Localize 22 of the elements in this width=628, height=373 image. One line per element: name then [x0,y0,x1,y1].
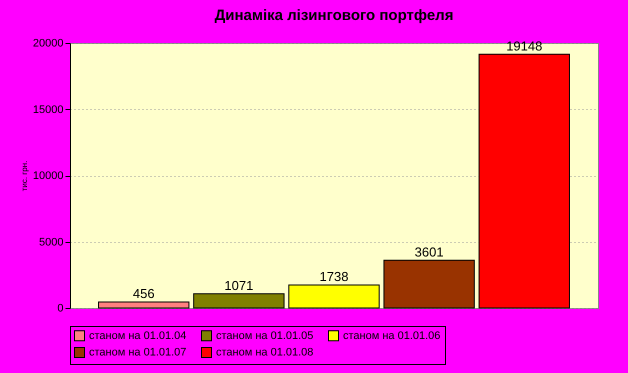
y-tick-label: 10000 [32,170,64,182]
y-tick-label: 20000 [32,38,64,50]
legend-label: станом на 01.01.04 [89,330,186,342]
data-label: 19148 [506,38,542,54]
y-axis-title: тис. грн. [20,160,29,192]
data-label: 1738 [320,268,348,284]
bar [98,301,190,308]
y-tick-label: 0 [57,302,64,314]
data-label: 3601 [414,244,444,260]
legend-label: станом на 01.01.08 [216,346,314,358]
legend-label: станом на 01.01.07 [89,346,186,358]
chart-title: Динаміка лізингового портфеля [214,7,454,24]
bar [478,54,570,308]
legend-label: станом на 01.01.05 [216,330,314,342]
data-label: 1071 [224,278,254,293]
bar [288,284,380,308]
y-tick-label: 5000 [39,236,64,248]
legend-label: станом на 01.01.06 [343,330,440,342]
y-tick-label: 15000 [32,104,64,116]
data-label: 456 [132,286,155,301]
bar [383,260,475,308]
bar [193,293,285,308]
